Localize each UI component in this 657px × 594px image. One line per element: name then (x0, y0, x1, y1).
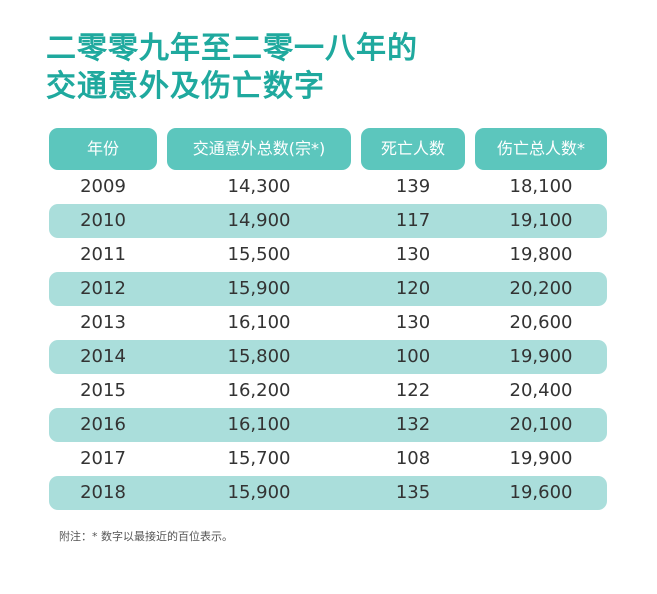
title-line-2: 交通意外及伤亡数字 (46, 69, 325, 104)
cell-year: 2010 (80, 210, 126, 231)
header-year: 年份 (49, 128, 157, 170)
cell-deaths: 117 (395, 210, 431, 231)
cell-accidents: 15,900 (227, 278, 291, 299)
cell-year: 2013 (80, 312, 126, 333)
cell-accidents: 16,100 (227, 312, 291, 333)
cell-year: 2015 (80, 380, 126, 401)
table-row: 2015 16,200 122 20,400 (49, 374, 607, 408)
cell-accidents: 15,700 (227, 448, 291, 469)
table-row: 2009 14,300 139 18,100 (49, 170, 607, 204)
cell-casualties: 19,800 (509, 244, 573, 265)
cell-deaths: 132 (395, 414, 431, 435)
cell-casualties: 20,100 (509, 414, 573, 435)
cell-deaths: 130 (395, 312, 431, 333)
cell-accidents: 15,500 (227, 244, 291, 265)
cell-deaths: 130 (395, 244, 431, 265)
cell-casualties: 20,400 (509, 380, 573, 401)
cell-casualties: 20,200 (509, 278, 573, 299)
cell-year: 2016 (80, 414, 126, 435)
title-line-1: 二零零九年至二零一八年的 (46, 31, 418, 66)
cell-year: 2012 (80, 278, 126, 299)
page-title: 二零零九年至二零一八年的 交通意外及伤亡数字 (46, 30, 626, 106)
table-row: 2018 15,900 135 19,600 (49, 476, 607, 510)
cell-deaths: 122 (395, 380, 431, 401)
cell-year: 2014 (80, 346, 126, 367)
cell-accidents: 14,900 (227, 210, 291, 231)
table-row: 2014 15,800 100 19,900 (49, 340, 607, 374)
table-header: 年份 交通意外总数(宗*) 死亡人数 伤亡总人数* (49, 128, 607, 170)
cell-casualties: 19,100 (509, 210, 573, 231)
cell-deaths: 120 (395, 278, 431, 299)
cell-deaths: 139 (395, 176, 431, 197)
cell-year: 2018 (80, 482, 126, 503)
cell-year: 2009 (80, 176, 126, 197)
table-row: 2016 16,100 132 20,100 (49, 408, 607, 442)
cell-year: 2011 (80, 244, 126, 265)
table-row: 2012 15,900 120 20,200 (49, 272, 607, 306)
cell-accidents: 14,300 (227, 176, 291, 197)
header-accidents: 交通意外总数(宗*) (167, 128, 351, 170)
cell-deaths: 100 (395, 346, 431, 367)
cell-casualties: 20,600 (509, 312, 573, 333)
cell-accidents: 15,900 (227, 482, 291, 503)
cell-year: 2017 (80, 448, 126, 469)
cell-deaths: 135 (395, 482, 431, 503)
table-row: 2017 15,700 108 19,900 (49, 442, 607, 476)
accident-table: 年份 交通意外总数(宗*) 死亡人数 伤亡总人数* 2009 14,300 139 1… (49, 128, 607, 510)
cell-deaths: 108 (395, 448, 431, 469)
header-deaths: 死亡人数 (361, 128, 465, 170)
header-casualties: 伤亡总人数* (475, 128, 607, 170)
cell-accidents: 16,200 (227, 380, 291, 401)
table-row: 2013 16,100 130 20,600 (49, 306, 607, 340)
footnote: 附注：* 数字以最接近的百位表示。 (59, 530, 233, 543)
cell-casualties: 18,100 (509, 176, 573, 197)
cell-accidents: 16,100 (227, 414, 291, 435)
cell-casualties: 19,900 (509, 448, 573, 469)
cell-casualties: 19,600 (509, 482, 573, 503)
cell-accidents: 15,800 (227, 346, 291, 367)
table-body: 2009 14,300 139 18,100 2010 14,900 117 19,100 20… (49, 170, 607, 510)
table-row: 2010 14,900 117 19,100 (49, 204, 607, 238)
cell-casualties: 19,900 (509, 346, 573, 367)
table-row: 2011 15,500 130 19,800 (49, 238, 607, 272)
